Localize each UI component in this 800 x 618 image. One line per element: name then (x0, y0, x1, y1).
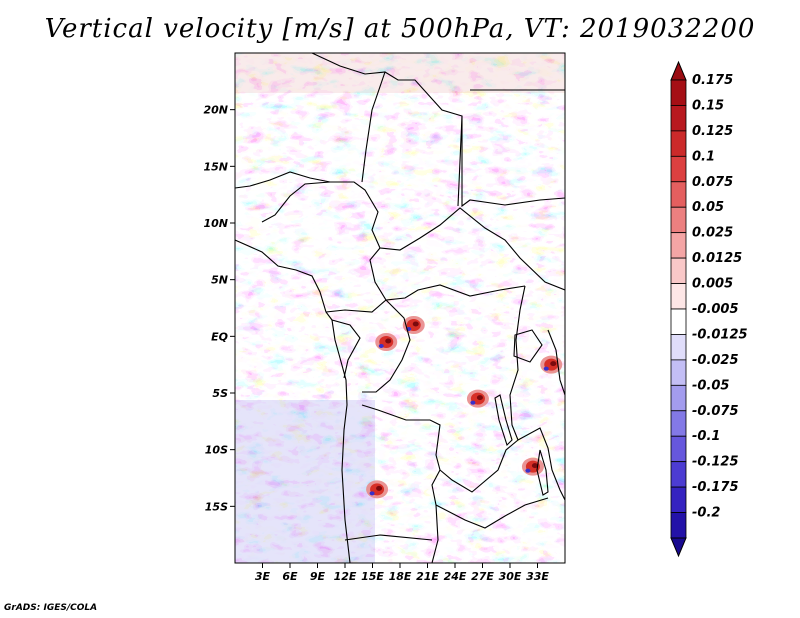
lon-tick-label: 24E (444, 570, 467, 583)
coast-east (547, 329, 565, 396)
colorbar-swatch (670, 206, 687, 234)
colorbar-swatch (670, 283, 687, 310)
country-borders (235, 53, 565, 563)
hotspot-peak (376, 485, 383, 491)
lat-tick-label: 10S (205, 444, 228, 457)
border-niger-chad (311, 53, 463, 207)
colorbar-swatch (670, 155, 687, 183)
hotspot-peak (385, 338, 392, 344)
border-lake-chad-region (261, 181, 381, 249)
colorbar-label: -0.2 (692, 506, 720, 521)
colorbar-bottom-arrow (670, 537, 687, 558)
colorbar-label: -0.05 (692, 378, 729, 393)
lake-victoria (513, 329, 543, 363)
lake-malawi (536, 449, 549, 496)
lat-tick-label: 15S (205, 500, 228, 513)
negative-region-south-atlantic (235, 400, 375, 563)
lat-tick-label: 20N (203, 104, 228, 117)
colorbar-swatch (670, 334, 687, 361)
border-car-south (369, 247, 526, 301)
border-angola-namibia (344, 534, 433, 541)
border-cameroon-congo (325, 299, 387, 313)
colorbar-swatch (670, 461, 687, 488)
border-east-lakes (517, 427, 565, 501)
colorbar-label: 0.15 (692, 98, 724, 113)
lat-tick-label: 10N (203, 217, 228, 230)
hotspot-peak (550, 361, 557, 367)
positive-region-north (235, 53, 565, 93)
colorbar-label: 0.075 (692, 175, 733, 190)
colorbar-swatch (670, 257, 687, 284)
lon-tick-label: 6E (282, 570, 298, 583)
colorbar-label: 0.1 (692, 149, 715, 164)
hotspot-downdraft (525, 468, 531, 473)
lat-tick-label: 15N (203, 160, 228, 173)
colorbar-label: -0.025 (692, 353, 739, 368)
lon-tick-label: 27E (471, 570, 494, 583)
colorbar-swatch (670, 79, 687, 106)
colorbar-label: -0.125 (692, 455, 739, 470)
colorbar-swatch (670, 435, 687, 463)
colorbar-swatch (670, 130, 687, 157)
lake-tanganyika (494, 394, 513, 447)
border-gabon (331, 319, 361, 379)
colorbar-label: -0.175 (692, 480, 739, 495)
hotspot-downdraft (543, 366, 549, 371)
velocity-field (235, 53, 565, 563)
coastline-west (235, 239, 351, 563)
colorbar-swatch (670, 384, 687, 412)
colorbar: 0.175 0.15 0.125 0.1 0.075 0.05 0.025 0.0125 0.0… (670, 60, 748, 558)
colorbar-swatch (670, 105, 687, 132)
colorbar-label: 0.05 (692, 200, 724, 215)
colorbar-label: 0.175 (692, 73, 733, 88)
map-title: Vertical velocity [m/s] at 500hPa, VT: 2… (44, 14, 756, 44)
colorbar-swatch (670, 308, 687, 335)
border-sudan-south (461, 116, 565, 208)
lon-tick-label: 18E (389, 570, 412, 583)
colorbar-swatch (670, 359, 687, 386)
colorbar-top-arrow (670, 60, 687, 81)
lon-tick-label: 21E (416, 570, 439, 583)
colorbar-label: -0.0125 (692, 327, 748, 342)
hotspot-downdraft (470, 400, 476, 405)
lon-tick-label: 30E (499, 570, 522, 583)
lat-tick-label: EQ (211, 330, 228, 343)
hotspot-downdraft (369, 491, 375, 496)
hotspot-group (366, 316, 563, 499)
velocity-shading (235, 53, 565, 563)
colorbar-label: 0.005 (692, 277, 733, 292)
lat-tick-label: 5S (212, 387, 228, 400)
lon-tick-label: 15E (361, 570, 384, 583)
grads-credit: GrADS: IGES/COLA (4, 603, 98, 613)
colorbar-label: 0.0125 (692, 251, 742, 266)
longitude-axis: 3E 6E 9E 12E 15E 18E 21E 24E 27E 30E 33E (255, 563, 549, 583)
border-congo-drc (362, 299, 411, 393)
lon-tick-label: 3E (255, 570, 271, 583)
colorbar-label: -0.1 (692, 429, 720, 444)
hotspot-peak (476, 395, 483, 401)
border-zambia-south (435, 497, 549, 529)
colorbar-label: -0.075 (692, 404, 739, 419)
colorbar-swatch (670, 181, 687, 208)
latitude-axis: 20N 15N 10N 5N EQ 5S 10S 15S (203, 104, 235, 513)
colorbar-swatch (670, 512, 687, 539)
border-drc-east (361, 285, 526, 493)
border-chad-sudan (361, 71, 386, 183)
hotspot-peak (531, 463, 538, 469)
colorbar-swatch (670, 486, 687, 513)
colorbar-label: 0.025 (692, 226, 733, 241)
colorbar-swatch (670, 410, 687, 437)
border-nigeria (235, 171, 331, 189)
colorbar-swatch (670, 232, 687, 259)
colorbar-label: -0.005 (692, 302, 739, 317)
hotspot-peak (412, 321, 419, 327)
hotspot-downdraft (378, 344, 384, 348)
colorbar-label: 0.125 (692, 124, 733, 139)
lon-tick-label: 12E (334, 570, 357, 583)
border-car (379, 207, 565, 291)
lon-tick-label: 9E (310, 570, 326, 583)
lon-tick-label: 33E (526, 570, 549, 583)
lat-tick-label: 5N (211, 274, 228, 287)
